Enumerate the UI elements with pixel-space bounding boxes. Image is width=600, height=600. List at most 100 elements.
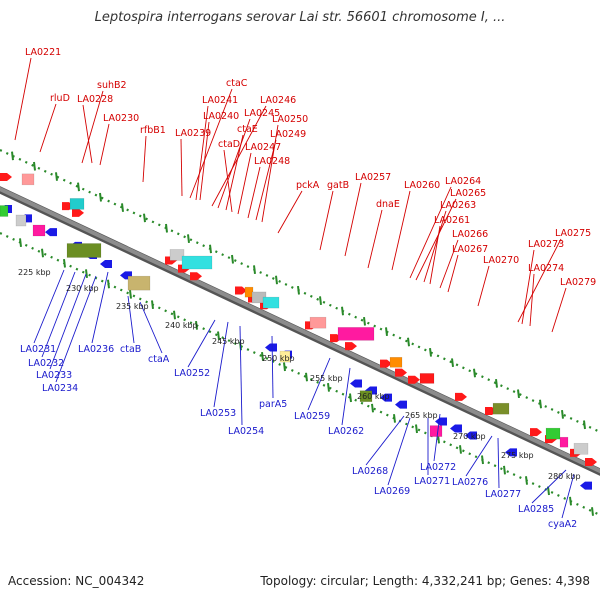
kbp-label: 225 kbp bbox=[18, 268, 51, 277]
tick-upper bbox=[253, 265, 256, 274]
gene-label-LA0264: LA0264 bbox=[445, 176, 481, 187]
leader-cyaA2 bbox=[561, 473, 575, 519]
gene-label-LA0268: LA0268 bbox=[352, 466, 388, 477]
leader-LA0262 bbox=[341, 367, 351, 426]
leader-gatB bbox=[319, 190, 334, 251]
leader-LA0232 bbox=[41, 271, 76, 358]
gene-box bbox=[181, 255, 213, 270]
tick-lower bbox=[371, 403, 374, 413]
tick-lower bbox=[481, 455, 484, 465]
leader-LA0257 bbox=[344, 182, 362, 257]
tick-lower bbox=[305, 372, 308, 382]
tick-upper bbox=[231, 254, 234, 264]
tick-upper bbox=[473, 368, 476, 378]
forward-gene-arrow bbox=[190, 272, 202, 281]
gene-features bbox=[0, 173, 597, 490]
gene-box bbox=[492, 402, 510, 415]
leader-LA0231 bbox=[33, 269, 65, 344]
gene-label-LA0240: LA0240 bbox=[203, 111, 239, 122]
leader-LA0239 bbox=[180, 138, 183, 197]
gene-box bbox=[21, 173, 35, 186]
gene-label-pckA: pckA bbox=[296, 180, 320, 191]
leader-LA0221 bbox=[14, 57, 32, 141]
tick-lower bbox=[195, 321, 198, 330]
forward-gene-arrow bbox=[0, 173, 12, 181]
gene-label-LA0228: LA0228 bbox=[77, 94, 113, 105]
forward-gene-arrow bbox=[72, 208, 84, 217]
kbp-labels: 225 kbp 230 kbp 235 kbp 240 kbp 245 kbp 250 k… bbox=[18, 268, 581, 481]
gene-label-LA0249: LA0249 bbox=[270, 129, 306, 140]
gene-label-LA0233: LA0233 bbox=[36, 370, 72, 381]
forward-gene-arrow bbox=[408, 375, 420, 384]
tick-upper bbox=[165, 223, 168, 233]
gene-label-LA0246: LA0246 bbox=[260, 95, 296, 106]
tick-lower bbox=[173, 310, 176, 320]
tick-lower bbox=[41, 248, 44, 258]
gene-label-LA0250: LA0250 bbox=[272, 114, 308, 125]
tick-lower bbox=[19, 238, 22, 247]
leader-LA0272 bbox=[433, 413, 441, 462]
leader-LA0254 bbox=[239, 325, 243, 426]
gene-label-LA0270: LA0270 bbox=[483, 255, 519, 266]
gene-label-LA0257: LA0257 bbox=[355, 172, 391, 183]
leader-LA0268 bbox=[365, 415, 405, 466]
tick-upper bbox=[55, 172, 58, 181]
kbp-label: 270 kbp bbox=[453, 432, 486, 441]
reverse-gene-arrow bbox=[450, 424, 462, 433]
leader-LA0275 bbox=[517, 238, 562, 323]
leader-rfbB1 bbox=[142, 135, 147, 183]
gene-label-LA0259: LA0259 bbox=[294, 411, 330, 422]
leader-parA5 bbox=[271, 335, 274, 399]
leader-LA0233 bbox=[49, 273, 87, 370]
leader-LA0270 bbox=[477, 265, 490, 307]
gene-box bbox=[69, 198, 85, 210]
tick-lower bbox=[459, 445, 462, 454]
gene-label-LA0239: LA0239 bbox=[175, 128, 211, 139]
leader-LA0267 bbox=[447, 254, 459, 293]
gene-label-LA0236: LA0236 bbox=[78, 344, 114, 355]
tick-upper bbox=[187, 234, 190, 243]
reverse-gene-arrow bbox=[395, 400, 407, 409]
gene-box bbox=[573, 442, 589, 455]
tick-lower bbox=[503, 465, 506, 475]
gene-box bbox=[66, 243, 102, 258]
gene-label-LA0279: LA0279 bbox=[560, 277, 596, 288]
gene-label-parA5: parA5 bbox=[259, 399, 287, 410]
tick-upper bbox=[319, 296, 322, 305]
tick-lower bbox=[151, 300, 154, 310]
gene-label-rfbB1: rfbB1 bbox=[140, 125, 166, 136]
leader-LA0274 bbox=[529, 273, 535, 327]
map-title: Leptospira interrogans serovar Lai str. … bbox=[94, 10, 506, 25]
tick-lower bbox=[415, 424, 418, 434]
gene-label-LA0269: LA0269 bbox=[374, 486, 410, 497]
tick-upper bbox=[451, 358, 454, 368]
kbp-label: 265 kbp bbox=[405, 411, 438, 420]
tick-lower bbox=[547, 486, 550, 496]
gene-box bbox=[337, 327, 375, 341]
tick-lower bbox=[349, 393, 352, 403]
gene-label-LA0248: LA0248 bbox=[254, 156, 290, 167]
leader-ctaA bbox=[139, 301, 163, 354]
gene-label-ctaB: ctaB bbox=[120, 344, 141, 355]
leader-ctaC bbox=[189, 88, 233, 199]
gene-label-LA0277: LA0277 bbox=[485, 489, 521, 500]
leader-LA0264 bbox=[409, 186, 452, 279]
forward-gene-arrow bbox=[455, 392, 467, 401]
tick-upper bbox=[407, 337, 410, 347]
gene-label-LA0221: LA0221 bbox=[25, 47, 61, 58]
gene-label-ctaE: ctaE bbox=[237, 124, 258, 135]
kbp-label: 260 kbp bbox=[357, 392, 390, 401]
gene-box bbox=[169, 249, 185, 261]
gene-label-LA0276: LA0276 bbox=[452, 477, 488, 488]
leader-ctaB bbox=[127, 295, 135, 344]
gene-label-LA0260: LA0260 bbox=[404, 180, 440, 191]
leader-LA0261 bbox=[429, 225, 441, 285]
gene-box bbox=[389, 356, 403, 368]
reverse-gene-arrow bbox=[505, 448, 517, 457]
leader-rluD bbox=[39, 103, 57, 153]
tick-lower bbox=[107, 279, 110, 289]
gene-label-ctaD: ctaD bbox=[218, 139, 240, 150]
gene-label-rluD: rluD bbox=[50, 93, 70, 104]
